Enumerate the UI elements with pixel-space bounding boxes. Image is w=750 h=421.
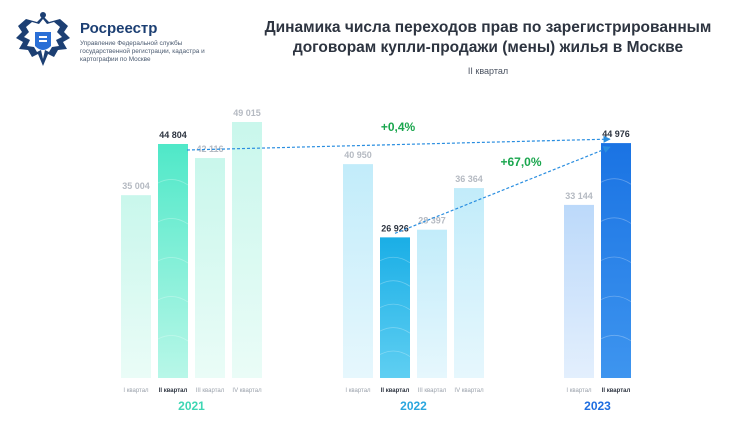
bar-contour-line <box>379 350 411 357</box>
quarter-label: II квартал <box>159 388 188 394</box>
growth-arrow-2022 <box>394 146 611 234</box>
bar-contour-line <box>600 295 632 303</box>
bar-contour-line <box>157 257 189 264</box>
bar-2022-q1 <box>343 164 373 378</box>
value-label: 35 004 <box>122 181 150 191</box>
value-label: 42 116 <box>196 144 223 154</box>
value-label: 49 015 <box>233 108 261 118</box>
bar-2021-q1 <box>121 195 151 378</box>
quarter-label: I квартал <box>123 388 149 394</box>
quarter-label: I квартал <box>345 388 371 394</box>
value-label: 36 364 <box>455 174 483 184</box>
bar-contour-line <box>157 296 189 303</box>
growth-label-2021: +0,4% <box>381 120 416 134</box>
bar-2023-q2 <box>601 143 631 378</box>
bar-contour-line <box>600 256 632 263</box>
bar-contour-line <box>379 280 411 287</box>
chart-subtitle: II квартал <box>467 66 509 76</box>
eagle-emblem-icon <box>16 12 70 66</box>
bar-contour-line <box>600 217 632 224</box>
org-name: Росреестр <box>80 20 158 37</box>
quarter-label: III квартал <box>196 388 225 394</box>
growth-label-2022: +67,0% <box>500 155 541 169</box>
year-label-2023: 2023 <box>584 399 611 413</box>
quarter-label: III квартал <box>418 388 447 394</box>
value-label: 44 976 <box>602 129 630 139</box>
bar-2021-q2 <box>158 143 188 378</box>
bar-2022-q2 <box>380 237 410 378</box>
bar-contour-line <box>600 334 632 342</box>
value-label: 40 950 <box>344 150 372 160</box>
quarter-label: IV квартал <box>454 388 484 394</box>
chart-title: Динамика числа переходов прав по зарегис… <box>264 19 712 56</box>
quarter-label: IV квартал <box>232 388 262 394</box>
bar-contour-line <box>157 179 189 186</box>
org-subtitle: Управление Федеральной службы государств… <box>80 40 205 63</box>
value-label: 44 804 <box>159 130 187 140</box>
bar-contour-line <box>157 335 189 342</box>
quarter-label: II квартал <box>602 388 631 394</box>
bar-2021-q4 <box>232 122 262 378</box>
bar-contour-line <box>379 303 411 311</box>
value-label: 33 144 <box>565 191 593 201</box>
bar-contour-line <box>600 178 632 185</box>
growth-arrow-2021 <box>186 135 611 151</box>
quarter-label: II квартал <box>381 388 410 394</box>
bar-2022-q4 <box>454 188 484 378</box>
quarter-label: I квартал <box>566 388 592 394</box>
value-label: 26 926 <box>381 223 409 233</box>
year-label-2022: 2022 <box>400 399 427 413</box>
bar-2022-q3 <box>417 229 447 378</box>
value-label: 28 397 <box>418 216 446 226</box>
bar-2021-q3 <box>195 158 225 378</box>
bar-2023-q1 <box>564 204 594 378</box>
year-label-2021: 2021 <box>178 399 205 413</box>
bar-contour-line <box>157 218 189 225</box>
bar-contour-line <box>379 256 411 264</box>
bar-contour-line <box>379 327 411 334</box>
